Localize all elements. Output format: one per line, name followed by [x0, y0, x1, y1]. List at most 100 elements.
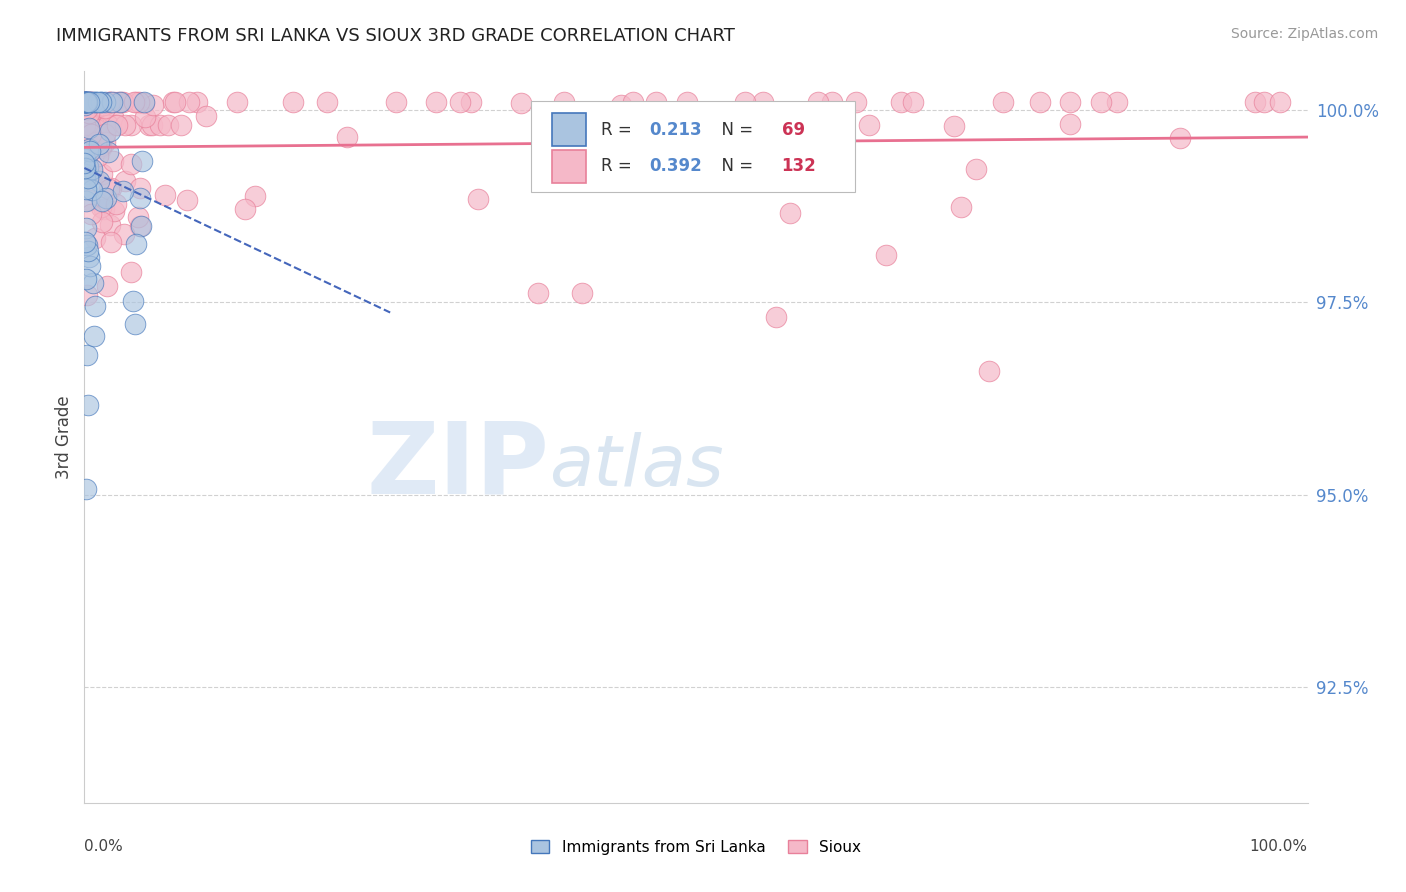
Point: [83, 118, 105, 132]
Point: [90, 95, 112, 110]
Point: [132, 95, 155, 110]
Point: [75, 220, 97, 235]
Point: [425, 95, 447, 110]
Point: [79, 144, 101, 158]
Point: [120, 118, 142, 132]
Point: [571, 285, 593, 300]
Point: [553, 95, 575, 110]
Point: [675, 95, 697, 110]
Point: [75, 163, 97, 178]
Point: [283, 95, 305, 110]
Point: [73, 155, 96, 169]
Point: [103, 95, 125, 110]
Point: [98, 95, 121, 110]
Point: [98, 95, 121, 110]
Point: [82, 276, 104, 290]
Text: R =: R =: [600, 158, 637, 176]
Point: [122, 293, 145, 308]
Point: [82, 95, 104, 110]
Point: [621, 95, 644, 110]
Point: [103, 153, 125, 168]
Point: [94, 135, 117, 149]
Point: [177, 95, 200, 110]
Point: [98, 182, 121, 196]
Text: 0.392: 0.392: [650, 158, 702, 176]
Point: [77, 95, 100, 110]
Point: [76, 238, 98, 252]
Point: [75, 95, 97, 110]
Point: [77, 95, 100, 110]
Point: [77, 142, 100, 156]
Point: [76, 95, 98, 110]
Point: [128, 191, 150, 205]
Text: ZIP: ZIP: [367, 417, 550, 515]
Point: [527, 286, 550, 301]
Point: [90, 138, 112, 153]
Text: Source: ZipAtlas.com: Source: ZipAtlas.com: [1230, 27, 1378, 41]
Point: [87, 95, 110, 110]
Point: [94, 128, 117, 142]
Point: [120, 157, 142, 171]
Point: [87, 148, 110, 162]
Point: [460, 95, 482, 110]
Point: [77, 157, 100, 171]
Point: [93, 98, 115, 112]
Point: [734, 95, 756, 110]
Point: [77, 106, 100, 120]
Point: [100, 180, 122, 194]
Point: [91, 215, 114, 229]
Point: [96, 279, 118, 293]
Point: [336, 130, 359, 145]
Point: [73, 118, 96, 132]
Point: [87, 136, 110, 151]
Point: [75, 482, 97, 496]
Point: [120, 265, 142, 279]
Point: [80, 183, 103, 197]
Point: [76, 170, 98, 185]
Point: [76, 95, 98, 110]
Point: [194, 109, 217, 123]
Point: [101, 95, 124, 110]
Point: [75, 235, 97, 249]
Point: [84, 122, 107, 136]
Point: [94, 95, 117, 110]
Point: [84, 118, 107, 132]
Point: [950, 200, 973, 214]
Point: [73, 95, 96, 110]
Point: [76, 118, 98, 132]
Point: [80, 127, 103, 141]
Point: [138, 118, 160, 132]
Point: [385, 95, 408, 110]
Point: [75, 194, 97, 208]
Text: 0.213: 0.213: [650, 121, 702, 139]
Point: [77, 193, 100, 207]
Point: [129, 219, 152, 233]
Point: [84, 135, 107, 149]
Point: [75, 95, 97, 110]
Point: [77, 95, 100, 110]
Point: [1244, 95, 1267, 110]
Point: [901, 95, 924, 110]
Point: [821, 95, 844, 110]
Point: [125, 236, 148, 251]
Point: [243, 189, 266, 203]
Point: [100, 235, 122, 249]
Point: [82, 95, 104, 110]
Point: [73, 95, 96, 110]
Point: [112, 95, 135, 110]
Point: [79, 118, 101, 132]
Text: atlas: atlas: [550, 432, 724, 500]
Point: [134, 110, 156, 124]
Point: [806, 95, 828, 110]
Point: [965, 162, 987, 177]
Point: [127, 211, 149, 225]
Point: [75, 167, 97, 181]
Point: [83, 299, 105, 313]
Point: [80, 95, 103, 110]
Point: [73, 161, 96, 175]
Point: [76, 95, 98, 110]
Point: [858, 118, 880, 132]
Point: [75, 182, 97, 196]
Text: 69: 69: [782, 121, 804, 139]
Point: [1090, 95, 1112, 110]
